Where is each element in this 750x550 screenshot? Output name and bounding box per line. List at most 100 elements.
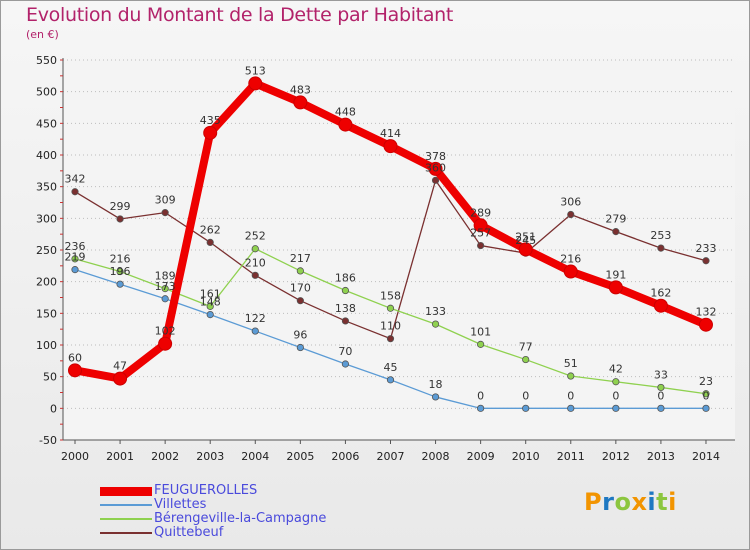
data-label: 233: [695, 242, 716, 255]
data-label: 189: [155, 270, 176, 283]
data-label: 257: [470, 227, 491, 240]
y-tick-label: 400: [36, 149, 57, 162]
data-label: 45: [383, 361, 397, 374]
legend-label: Quittebeuf: [154, 525, 224, 540]
data-point: [567, 404, 575, 412]
data-point: [161, 285, 169, 293]
data-label: 252: [245, 230, 266, 243]
data-point: [612, 378, 620, 386]
data-label: 161: [200, 287, 221, 300]
data-label: 0: [657, 389, 664, 402]
data-label: 191: [605, 268, 626, 281]
legend-swatch: [100, 504, 152, 506]
data-point: [612, 228, 620, 236]
data-point: [702, 404, 710, 412]
data-point: [296, 297, 304, 305]
data-point: [567, 372, 575, 380]
data-point: [71, 255, 79, 263]
x-tick-label: 2000: [61, 450, 89, 463]
data-label: 23: [699, 375, 713, 388]
data-point: [296, 343, 304, 352]
data-label: 170: [290, 282, 311, 295]
data-label: 60: [68, 351, 82, 364]
data-point: [431, 393, 440, 401]
data-point: [161, 209, 169, 217]
y-tick-label: 550: [36, 54, 57, 67]
y-tick-label: 0: [50, 402, 57, 415]
data-label: 251: [515, 230, 536, 243]
data-point: [158, 336, 173, 351]
data-point: [567, 210, 575, 219]
x-tick-label: 2012: [602, 450, 630, 463]
data-label: 0: [702, 389, 709, 402]
data-label: 309: [155, 194, 176, 207]
data-point: [293, 95, 308, 110]
data-label: 47: [113, 360, 127, 373]
data-label: 132: [695, 306, 716, 319]
legend-item-berengeville: Bérengeville-la-Campagne: [100, 512, 326, 526]
data-label: 0: [567, 389, 574, 402]
legend-label: Bérengeville-la-Campagne: [154, 511, 327, 526]
legend-swatch: [100, 518, 152, 520]
data-point: [248, 76, 263, 91]
data-label: 138: [335, 302, 356, 315]
data-point: [522, 404, 530, 412]
logo-letter: i: [647, 488, 657, 516]
data-point: [203, 125, 218, 140]
legend-item-villettes: Villettes: [100, 498, 326, 512]
chart-legend: FEUGUEROLLES Villettes Bérengeville-la-C…: [100, 484, 326, 540]
y-tick-label: 350: [36, 181, 57, 194]
data-point: [522, 355, 530, 364]
data-point: [116, 267, 124, 276]
data-label: 448: [335, 106, 356, 119]
data-point: [608, 280, 623, 295]
x-tick-label: 2009: [467, 450, 495, 463]
data-label: 245: [515, 234, 536, 247]
data-point: [386, 335, 395, 343]
data-label: 18: [429, 378, 443, 391]
data-label: 236: [65, 240, 86, 253]
y-tick-label: -50: [39, 434, 57, 447]
data-point: [657, 383, 665, 392]
y-tick-label: 300: [36, 212, 57, 225]
data-label: 0: [612, 389, 619, 402]
data-point: [71, 266, 79, 274]
x-tick-label: 2007: [376, 450, 404, 463]
data-label: 414: [380, 127, 401, 140]
data-point: [341, 317, 350, 325]
data-label: 360: [425, 161, 446, 174]
logo-letter: P: [584, 488, 603, 516]
data-point: [251, 271, 259, 279]
data-point: [116, 280, 124, 288]
legend-swatch: [100, 486, 152, 496]
data-label: 210: [245, 256, 266, 269]
data-point: [518, 242, 533, 257]
data-label: 483: [290, 83, 311, 96]
data-point: [653, 298, 668, 313]
x-tick-label: 2004: [241, 450, 269, 463]
data-label: 253: [650, 229, 671, 242]
chart-subtitle: (en €): [26, 28, 59, 41]
x-tick-label: 2006: [331, 450, 359, 463]
data-point: [477, 340, 485, 348]
x-tick-label: 2002: [151, 450, 179, 463]
data-label: 378: [425, 150, 446, 163]
data-label: 279: [605, 213, 626, 226]
data-label: 435: [200, 114, 221, 127]
data-point: [116, 215, 124, 223]
data-point: [431, 320, 440, 328]
data-point: [698, 317, 713, 332]
y-tick-label: 250: [36, 244, 57, 257]
data-label: 42: [609, 363, 623, 376]
data-label: 33: [654, 368, 668, 381]
data-point: [341, 360, 350, 368]
data-label: 102: [155, 325, 176, 338]
data-label: 0: [477, 389, 484, 402]
data-point: [612, 404, 620, 412]
data-point: [296, 267, 304, 275]
data-label: 77: [519, 341, 533, 354]
data-label: 96: [293, 329, 307, 342]
logo-letter: r: [602, 488, 615, 516]
data-point: [702, 390, 710, 398]
